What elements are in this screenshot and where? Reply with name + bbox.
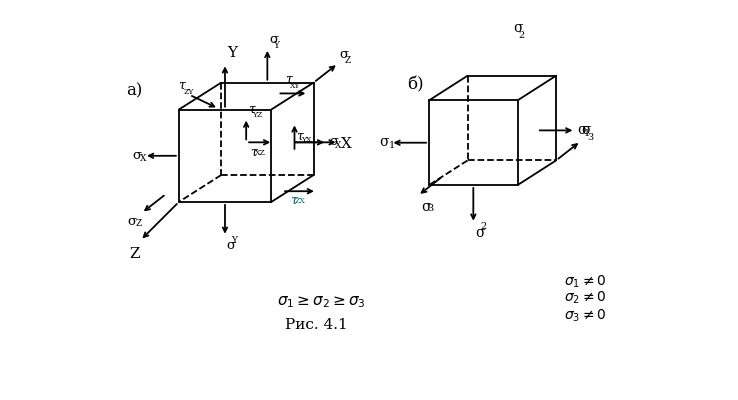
Text: 2: 2 xyxy=(519,30,525,40)
Text: YZ: YZ xyxy=(252,111,263,119)
Text: б): б) xyxy=(407,76,424,94)
Text: σ: σ xyxy=(329,135,338,148)
Text: XY: XY xyxy=(290,82,300,90)
Text: τ: τ xyxy=(286,73,292,86)
Text: 1: 1 xyxy=(389,141,395,150)
Text: ZX: ZX xyxy=(294,197,306,205)
Text: $\sigma_3 \neq 0$: $\sigma_3 \neq 0$ xyxy=(564,308,606,324)
Text: σ: σ xyxy=(227,239,235,252)
Text: Рис. 4.1: Рис. 4.1 xyxy=(285,318,348,332)
Text: 1: 1 xyxy=(584,129,590,138)
Text: X: X xyxy=(140,154,146,163)
Text: σ: σ xyxy=(475,226,484,240)
Text: Z: Z xyxy=(130,247,140,261)
Text: 2: 2 xyxy=(480,222,486,231)
Text: σ: σ xyxy=(379,135,389,149)
Text: $\sigma_1 \geq \sigma_2 \geq \sigma_3$: $\sigma_1 \geq \sigma_2 \geq \sigma_3$ xyxy=(277,294,366,310)
Text: τ: τ xyxy=(296,130,303,143)
Text: τ: τ xyxy=(250,146,257,158)
Text: X: X xyxy=(335,141,341,150)
Text: Y: Y xyxy=(274,40,280,50)
Text: Z: Z xyxy=(135,219,142,228)
Text: Z: Z xyxy=(345,56,351,65)
Text: σ: σ xyxy=(339,48,349,61)
Text: $\sigma_1 \neq 0$: $\sigma_1 \neq 0$ xyxy=(564,273,606,290)
Text: τ: τ xyxy=(248,103,255,116)
Text: σ: σ xyxy=(514,21,523,35)
Text: σ: σ xyxy=(582,123,591,137)
Text: 3: 3 xyxy=(427,204,433,213)
Text: $\sigma_2 \neq 0$: $\sigma_2 \neq 0$ xyxy=(564,290,606,306)
Text: τ: τ xyxy=(179,79,185,92)
Text: σ: σ xyxy=(133,148,142,162)
Text: Y: Y xyxy=(231,236,237,245)
Text: ZY: ZY xyxy=(183,88,193,96)
Text: XZ: XZ xyxy=(255,149,266,157)
Text: YX: YX xyxy=(300,136,311,144)
Text: σ: σ xyxy=(269,33,278,46)
Text: 3: 3 xyxy=(587,133,594,142)
Text: σ: σ xyxy=(128,216,137,228)
Text: σ: σ xyxy=(578,123,587,137)
Text: τ: τ xyxy=(290,194,297,206)
Text: Y: Y xyxy=(227,46,238,60)
Text: X: X xyxy=(341,137,352,151)
Text: a): a) xyxy=(126,83,143,100)
Text: σ: σ xyxy=(421,200,430,214)
